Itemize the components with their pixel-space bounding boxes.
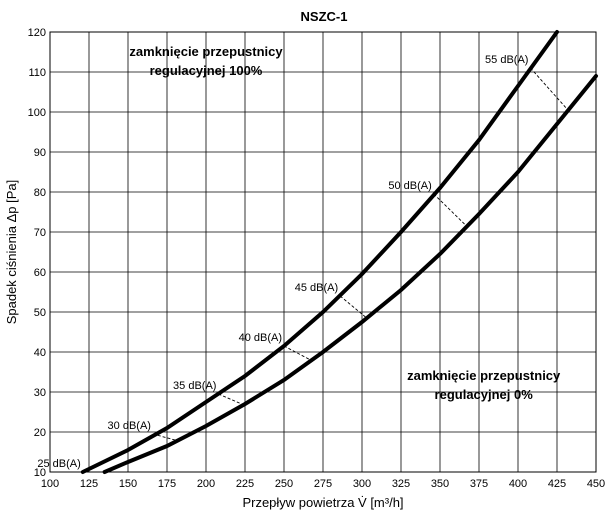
x-tick-label: 225 bbox=[236, 478, 254, 490]
x-tick-label: 125 bbox=[80, 478, 98, 490]
y-tick-label: 60 bbox=[34, 267, 46, 279]
sound-level-label: 45 dB(A) bbox=[295, 282, 338, 294]
tick-labels: 100 125 150 175 200 225 250 275 300 325 350 375 400 4… bbox=[28, 27, 606, 490]
sound-level-line bbox=[218, 393, 244, 406]
y-tick-label: 90 bbox=[34, 147, 46, 159]
x-tick-label: 300 bbox=[353, 478, 371, 490]
sound-level-line bbox=[339, 295, 367, 319]
sound-level-lines: 25 dB(A) 30 dB(A) 35 dB(A) 40 dB(A) 45 dB(A)… bbox=[37, 54, 569, 473]
x-tick-label: 200 bbox=[197, 478, 215, 490]
sound-level-line bbox=[433, 193, 467, 227]
region-annotations: zamknięcie przepustnicy regulacyjnej 100%… bbox=[129, 44, 561, 402]
y-tick-label: 70 bbox=[34, 227, 46, 239]
sound-level-label: 40 dB(A) bbox=[239, 332, 282, 344]
x-tick-label: 325 bbox=[392, 478, 410, 490]
y-tick-label: 100 bbox=[28, 107, 46, 119]
x-tick-label: 375 bbox=[470, 478, 488, 490]
region-label-line: regulacyjnej 100% bbox=[150, 63, 263, 78]
region-label-line: zamknięcie przepustnicy bbox=[407, 368, 561, 383]
sound-level-label: 50 dB(A) bbox=[388, 180, 431, 192]
sound-level-label: 35 dB(A) bbox=[173, 380, 216, 392]
curve-damper-0 bbox=[102, 74, 598, 474]
chart-title: NSZC-1 bbox=[301, 9, 348, 24]
region-label: zamknięcie przepustnicy regulacyjnej 0% bbox=[407, 368, 561, 402]
x-tick-label: 100 bbox=[41, 478, 59, 490]
x-tick-label: 275 bbox=[314, 478, 332, 490]
x-tick-label: 250 bbox=[275, 478, 293, 490]
plot-frame bbox=[49, 31, 597, 473]
region-label-line: regulacyjnej 0% bbox=[435, 387, 534, 402]
sound-level-label: 30 dB(A) bbox=[108, 420, 151, 432]
x-tick-label: 425 bbox=[548, 478, 566, 490]
sound-level-label: 25 dB(A) bbox=[37, 458, 80, 470]
y-tick-label: 80 bbox=[34, 187, 46, 199]
x-tick-label: 150 bbox=[119, 478, 137, 490]
region-label-line: zamknięcie przepustnicy bbox=[129, 44, 283, 59]
sound-level-label: 55 dB(A) bbox=[485, 54, 528, 66]
x-tick-label: 175 bbox=[158, 478, 176, 490]
sound-level-line bbox=[283, 345, 313, 362]
y-tick-label: 110 bbox=[28, 67, 46, 79]
y-tick-label: 20 bbox=[34, 427, 46, 439]
sound-level-line bbox=[152, 433, 179, 442]
y-tick-label: 120 bbox=[28, 27, 46, 39]
sound-level-line bbox=[530, 67, 569, 111]
curve-damper-100 bbox=[80, 30, 559, 474]
curves bbox=[80, 30, 598, 474]
region-label: zamknięcie przepustnicy regulacyjnej 100% bbox=[129, 44, 283, 78]
grid bbox=[49, 31, 597, 473]
x-tick-label: 400 bbox=[509, 478, 527, 490]
x-tick-label: 350 bbox=[431, 478, 449, 490]
y-axis-title: Spadek ciśnienia Δp [Pa] bbox=[4, 180, 19, 325]
y-tick-label: 40 bbox=[34, 347, 46, 359]
y-tick-label: 10 bbox=[34, 467, 46, 479]
x-axis-title: Przepływ powietrza V̇ [m³/h] bbox=[242, 495, 403, 510]
y-tick-label: 30 bbox=[34, 387, 46, 399]
x-tick-label: 450 bbox=[587, 478, 605, 490]
y-tick-label: 50 bbox=[34, 307, 46, 319]
